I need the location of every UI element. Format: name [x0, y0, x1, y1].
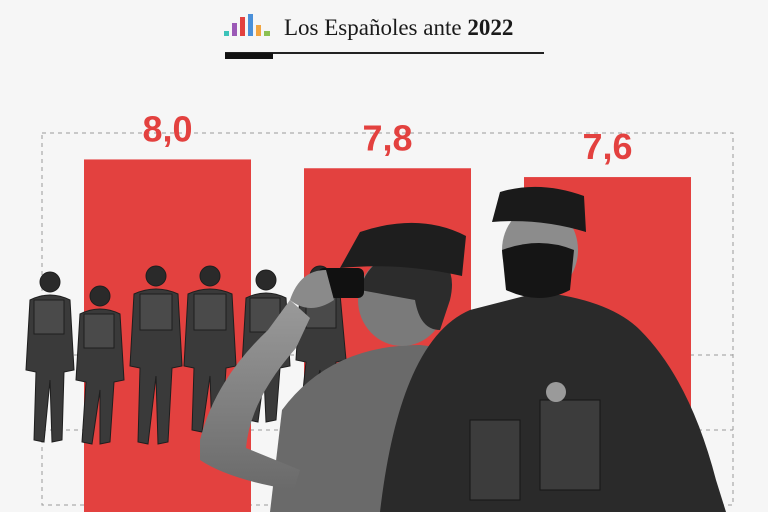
officer-arm: [200, 300, 310, 490]
title-prefix: Los Españoles ante: [284, 15, 462, 40]
title-underline: [225, 52, 544, 54]
title-year: 2022: [467, 15, 514, 40]
badge-icon: [546, 382, 566, 402]
masked-officer-illustration: [380, 186, 726, 512]
soldier-figure: [129, 265, 183, 445]
police-cap: [492, 186, 586, 232]
vest-pockets: [469, 399, 601, 501]
officer-hair: [360, 251, 452, 330]
value-label-3: 7,6: [582, 126, 632, 167]
bar-chart-logo-icon: [224, 14, 270, 36]
soldier-figure: [25, 271, 75, 443]
soldier-figure: [75, 285, 125, 445]
officer-cap: [340, 222, 466, 276]
face-mask-icon: [502, 243, 574, 298]
header: Los Españoles ante 2022: [0, 0, 768, 60]
page-title: Los Españoles ante 2022: [284, 14, 513, 42]
officer-hand: [290, 270, 334, 308]
value-label-2: 7,8: [362, 117, 412, 158]
value-label-1: 8,0: [142, 108, 192, 149]
title-underline-accent: [225, 53, 273, 59]
